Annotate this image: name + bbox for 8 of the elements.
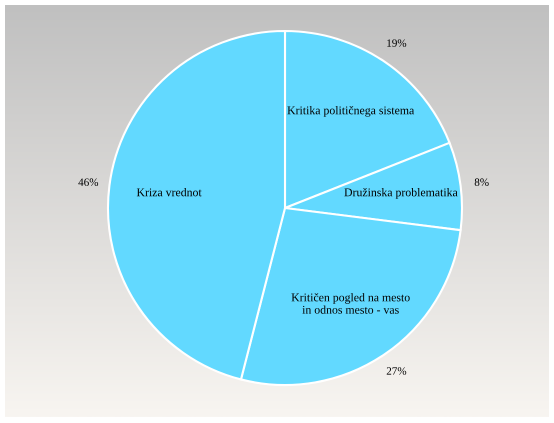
slice-label: Kriza vrednot: [136, 188, 202, 196]
data-label: 8%: [474, 178, 489, 186]
data-label: 27%: [386, 367, 406, 375]
slice-label: Kritika političnega sistema: [287, 106, 414, 117]
slice-label: Družinska problematika: [344, 188, 458, 199]
slice-label: Kritičen pogled na mesto in odnos mesto - vas: [291, 293, 410, 314]
data-label: 46%: [78, 178, 98, 186]
data-label: 19%: [387, 39, 406, 47]
